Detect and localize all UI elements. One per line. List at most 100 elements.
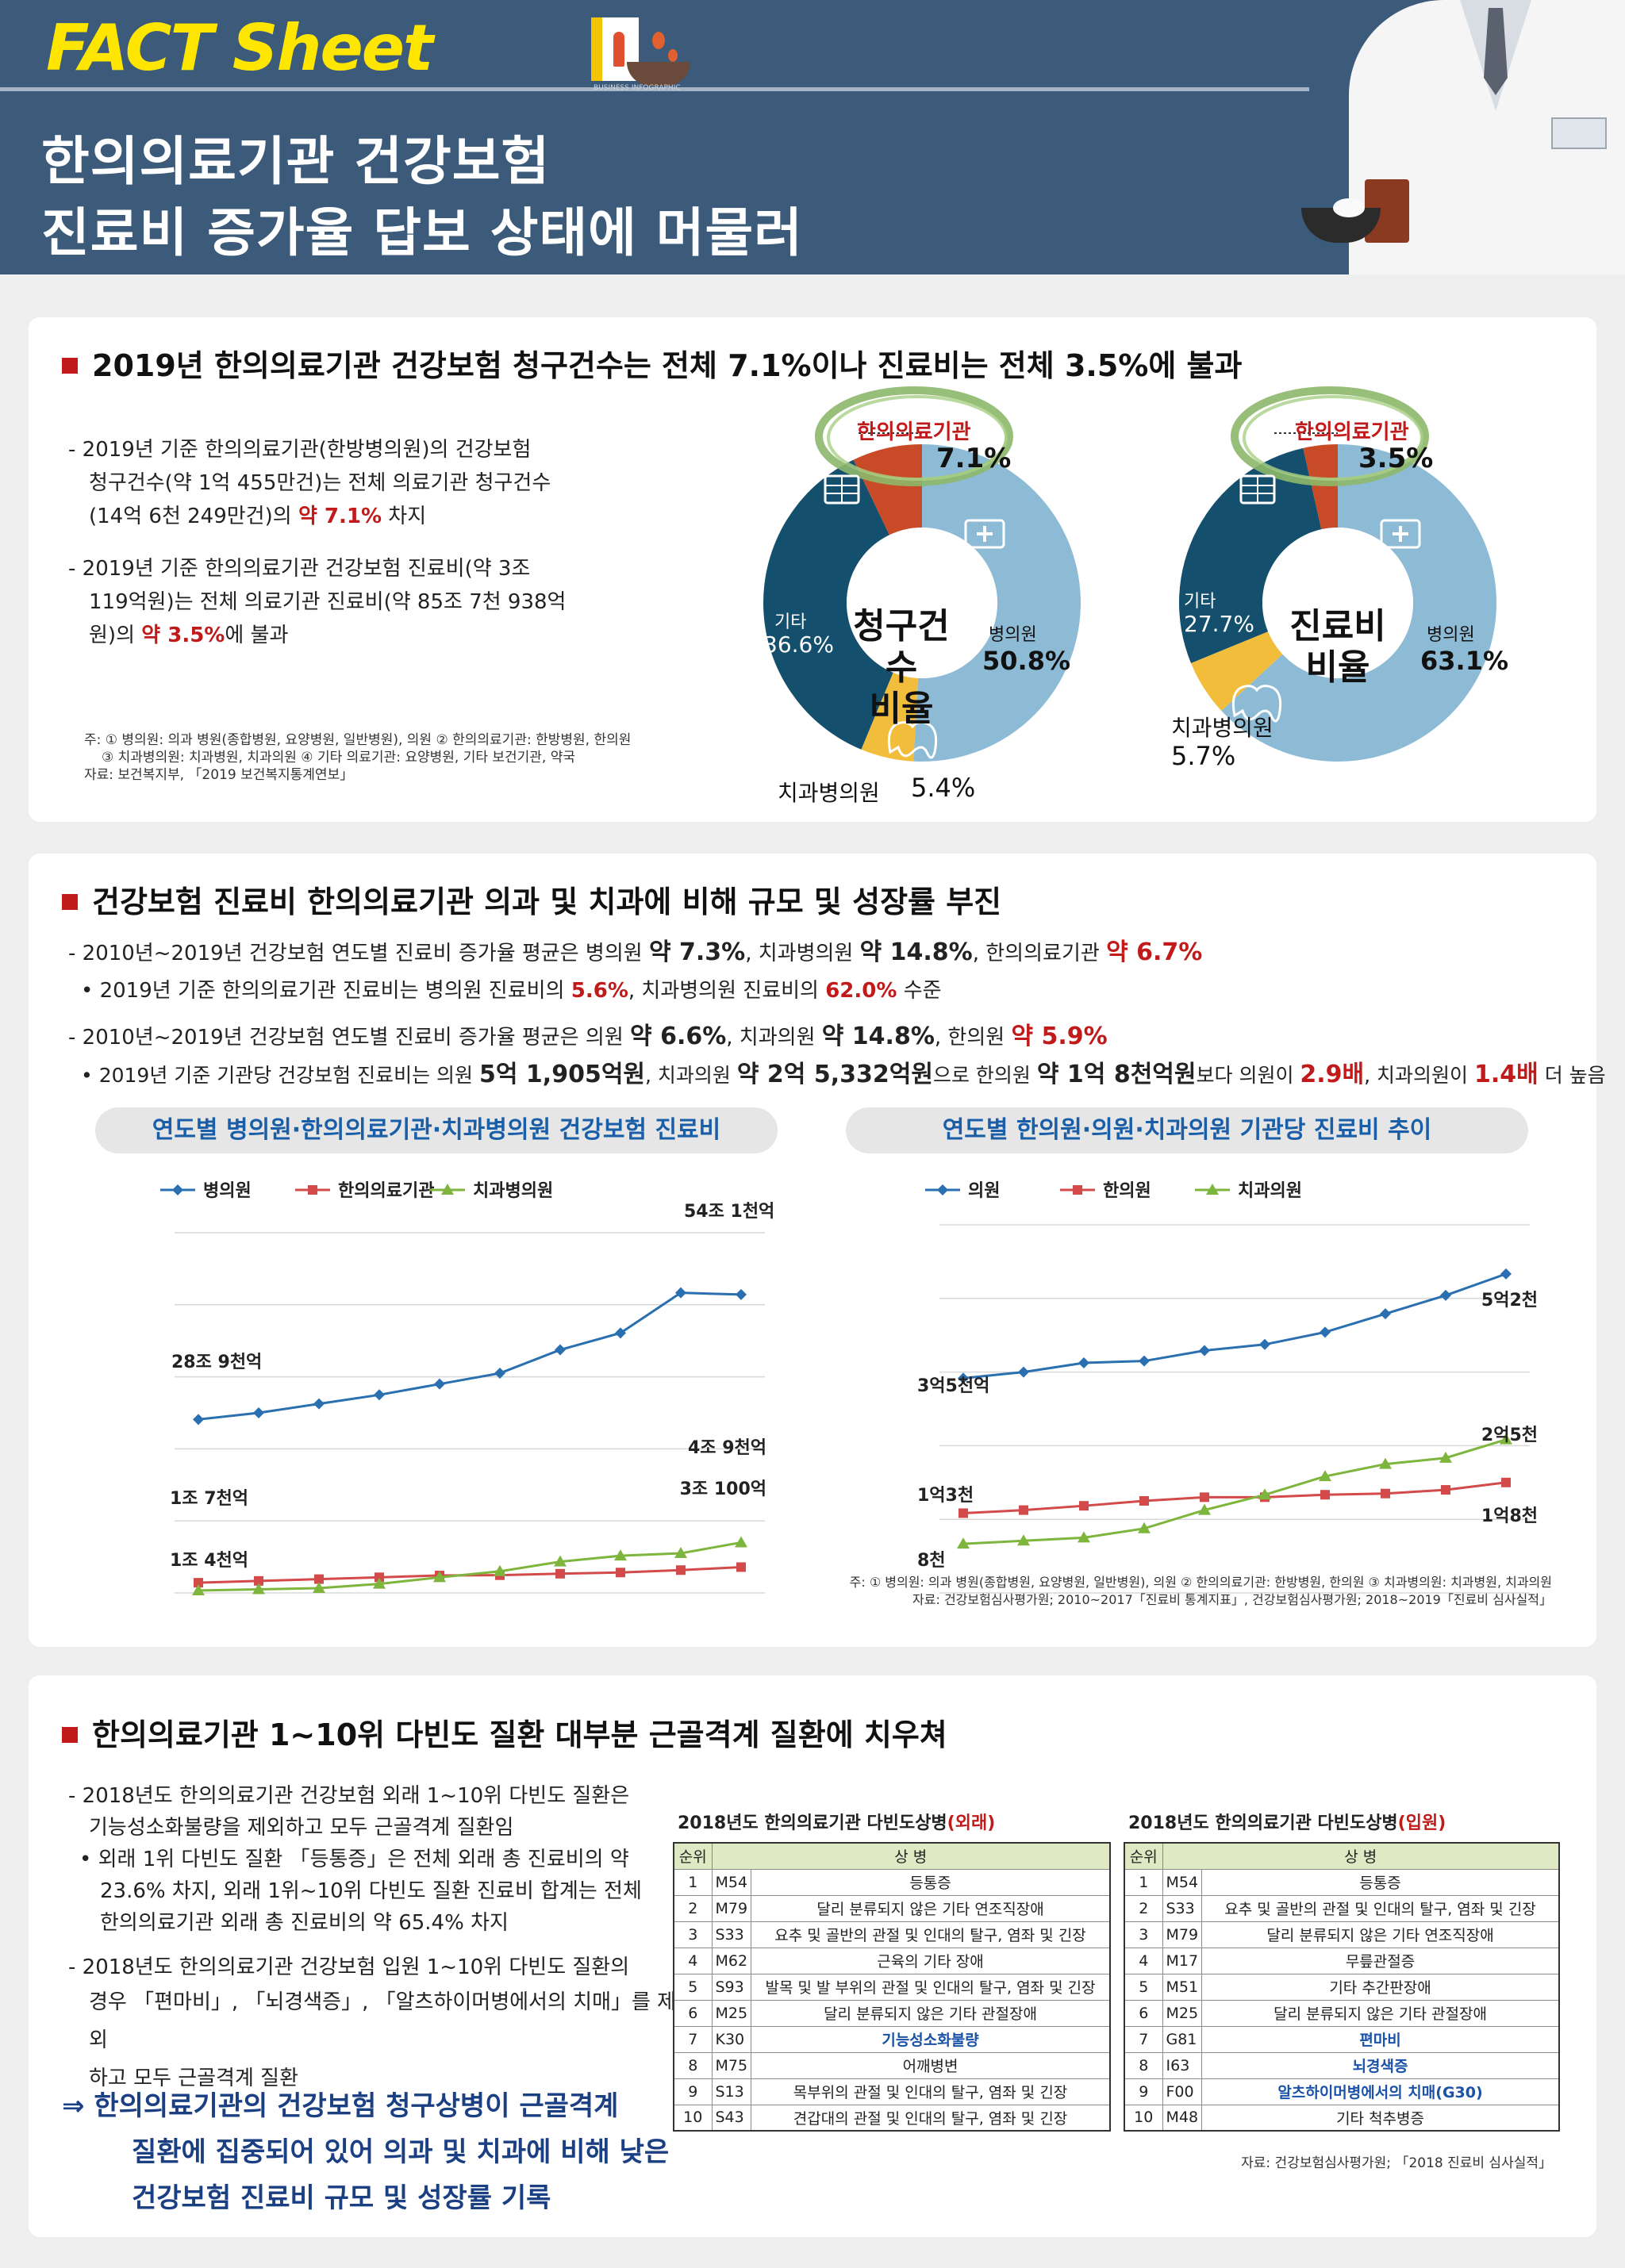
sec2-line1: - 2010년~2019년 건강보험 연도별 진료비 증가율 평균은 병의원 약… (68, 938, 1203, 966)
inpatient-table-title: 2018년도 한의의료기관 다빈도상병(입원) (1128, 1813, 1446, 1833)
section2-title: 건강보험 진료비 한의의료기관 의과 및 치과에 비해 규모 및 성장률 부진 (62, 877, 1001, 921)
legend-label: 치과병의원 (473, 1181, 553, 1201)
data-label: 1조 4천억 (170, 1551, 248, 1571)
table-row: 8 I63 뇌경색증 (1124, 2051, 1560, 2079)
donut2-dental-name: 치과병의원 (1171, 715, 1273, 741)
data-point (1017, 1534, 1030, 1546)
cell-rank: 4 (1124, 1947, 1163, 1974)
cell-code: M79 (1162, 1921, 1203, 1948)
data-point (674, 1547, 687, 1559)
donut1-center-label: 청구건수 비율 (853, 606, 950, 729)
sec2-notes: 주: ① 병의원: 의과 병원(종합병원, 요양병원, 일반병원), 의원 ② … (849, 1575, 1552, 1607)
cell-rank: 7 (673, 2025, 713, 2053)
data-point (958, 1372, 969, 1384)
table-row: 9 F00 알츠하이머병에서의 치매(G30) (1124, 2078, 1560, 2105)
data-label: 2억5천 (1481, 1426, 1538, 1445)
data-point (1441, 1485, 1450, 1495)
data-point (313, 1581, 325, 1593)
cell-code: S33 (711, 1921, 752, 1948)
data-point (252, 1583, 265, 1595)
cell-code: M54 (711, 1868, 752, 1896)
cell-code: M54 (1162, 1868, 1203, 1896)
data-point (192, 1583, 205, 1595)
cell-rank: 3 (1124, 1921, 1163, 1948)
cell-code: S13 (711, 2078, 752, 2105)
donut1-other-name: 기타 (774, 612, 807, 632)
cell-name: 달리 분류되지 않은 기타 연조직장애 (751, 1894, 1111, 1922)
table-row: 1 M54 등통증 (673, 1868, 1111, 1896)
table-row: 1 M54 등통증 (1124, 1868, 1560, 1896)
donut1-hospital-name: 병의원 (989, 625, 1037, 645)
legend-marker (441, 1184, 454, 1195)
donut2-korean-pct: 3.5% (1358, 443, 1434, 474)
legend-marker (1206, 1184, 1219, 1195)
donut2-dental-pct: 5.7% (1171, 741, 1236, 771)
korean-slice (853, 444, 922, 535)
data-point (1200, 1492, 1209, 1502)
data-label: 1억8천 (1481, 1506, 1538, 1526)
cell-code: M51 (1162, 1973, 1203, 2001)
data-point (735, 1536, 747, 1548)
data-label: 3조 100억 (680, 1479, 766, 1499)
legend-label: 병의원 (203, 1181, 252, 1201)
data-point (555, 1568, 565, 1579)
data-point (1198, 1503, 1211, 1515)
hospital-slice (913, 444, 1081, 762)
cell-rank: 1 (673, 1868, 713, 1896)
highlight-ring-inner (1243, 395, 1423, 481)
cell-rank: 5 (673, 1973, 713, 2001)
hospital-slice (1221, 444, 1496, 762)
data-point (1139, 1355, 1150, 1367)
data-point (616, 1568, 625, 1578)
series-line (962, 1438, 1507, 1545)
legend-label: 치과의원 (1238, 1181, 1302, 1201)
data-point (1319, 1470, 1331, 1482)
table-row: 4 M62 근육의 기타 장애 (673, 1947, 1111, 1974)
donut1-korean-pct: 7.1% (936, 443, 1012, 474)
table-row: 10 M48 기타 척추병증 (1124, 2104, 1560, 2132)
cell-name: 달리 분류되지 않은 기타 연조직장애 (1201, 1921, 1560, 1948)
cell-name: 편마비 (1201, 2025, 1560, 2053)
table-row: 7 G81 편마비 (1124, 2025, 1560, 2053)
data-point (1500, 1433, 1512, 1445)
inpatient-table: 순위 상 병 1 M54 등통증 2 S33 요추 및 골반의 관절 및 인대의 탈구, 염… (1124, 1842, 1560, 2132)
data-point (1320, 1326, 1331, 1338)
table-row: 3 S33 요추 및 골반의 관절 및 인대의 탈구, 염좌 및 긴장 (673, 1921, 1111, 1948)
bullet-square-icon (62, 358, 78, 374)
data-point (554, 1555, 567, 1567)
donut2-other-name: 기타 (1184, 592, 1216, 612)
table-row: 7 K30 기능성소화불량 (673, 2025, 1111, 2053)
korean-slice (1303, 444, 1338, 530)
data-point (313, 1398, 325, 1410)
donut2-center-label: 진료비 비율 (1289, 606, 1386, 688)
herbal-bowl-icon (627, 62, 690, 86)
dental-slice (1190, 631, 1283, 711)
page-title-line2: 진료비 증가율 답보 상태에 머물러 (41, 202, 803, 263)
table-row: 3 M79 달리 분류되지 않은 기타 연조직장애 (1124, 1921, 1560, 1948)
cell-code: F00 (1162, 2078, 1203, 2105)
th-name: 상 병 (1162, 1842, 1560, 1870)
other-slice (763, 459, 893, 750)
data-point (1018, 1366, 1029, 1378)
tooth-icon (887, 721, 938, 759)
highlight-ring-inner (827, 395, 1008, 481)
data-point (1500, 1268, 1512, 1280)
legend-label: 한의의료기관 (338, 1181, 434, 1201)
data-point (675, 1287, 686, 1299)
cell-code: M17 (1162, 1947, 1203, 1974)
legend-marker (937, 1184, 948, 1195)
cell-name: 근육의 기타 장애 (751, 1947, 1111, 1974)
cell-name: 기타 추간판장애 (1201, 1973, 1560, 2001)
cell-name: 요추 및 골반의 관절 및 인대의 탈구, 염좌 및 긴장 (751, 1921, 1111, 1948)
cell-code: G81 (1162, 2025, 1203, 2053)
th-rank: 순위 (673, 1842, 713, 1870)
data-point (375, 1572, 384, 1583)
cell-code: S93 (711, 1973, 752, 2001)
data-point (614, 1549, 627, 1561)
data-point (957, 1537, 970, 1549)
legend-label: 의원 (968, 1181, 1000, 1201)
cell-rank: 4 (673, 1947, 713, 1974)
donut2-hospital-pct: 63.1% (1420, 646, 1509, 676)
legend-marker (308, 1185, 317, 1195)
data-point (958, 1508, 968, 1518)
